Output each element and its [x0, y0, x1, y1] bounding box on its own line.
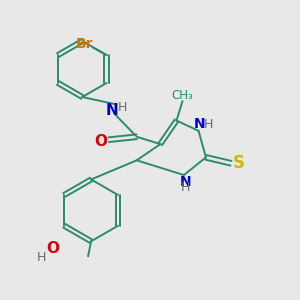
- Text: H: H: [204, 118, 214, 131]
- Text: O: O: [46, 241, 59, 256]
- Text: S: S: [233, 154, 245, 172]
- Text: H: H: [117, 101, 127, 114]
- Text: N: N: [105, 103, 118, 118]
- Text: H: H: [36, 251, 46, 264]
- Text: O: O: [94, 134, 107, 149]
- Text: N: N: [194, 117, 206, 131]
- Text: CH₃: CH₃: [172, 89, 193, 102]
- Text: Br: Br: [76, 37, 93, 51]
- Text: H: H: [181, 181, 190, 194]
- Text: N: N: [179, 175, 191, 188]
